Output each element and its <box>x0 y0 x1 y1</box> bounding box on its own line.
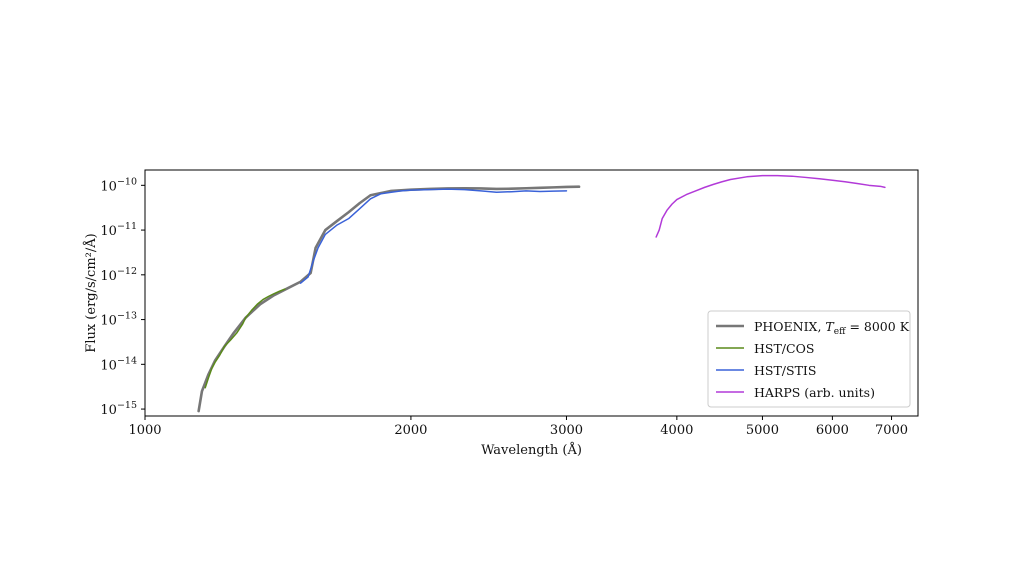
legend: PHOENIX, Teff = 8000 K HST/COS HST/STIS HAR… <box>707 310 911 408</box>
y-tick-label: 10−14 <box>100 355 137 373</box>
legend-label-prefix: PHOENIX, <box>754 319 825 334</box>
legend-label-suffix: = 8000 K <box>845 319 909 334</box>
y-tick-label: 10−10 <box>100 176 137 194</box>
legend-label: HST/STIS <box>754 363 816 378</box>
y-tick-mantissa: 10 <box>100 179 117 194</box>
y-tick-exponent: −10 <box>117 176 137 187</box>
y-tick-exponent: −14 <box>117 355 137 366</box>
series-line-harps-arb-units <box>655 174 886 238</box>
y-tick-label: 10−11 <box>100 221 137 239</box>
y-tick-label: 10−15 <box>100 400 137 418</box>
legend-label-sub: eff <box>834 327 846 337</box>
y-tick-label: 10−12 <box>100 266 137 284</box>
series-group <box>197 174 886 413</box>
y-tick-exponent: −12 <box>117 266 137 277</box>
series-line-phoenix-t-eff-8000-k <box>197 185 581 413</box>
series-line-hst-stis <box>299 188 568 284</box>
x-tick-label: 1000 <box>128 423 161 438</box>
legend-label-var: T <box>825 319 835 334</box>
series-line-hst-cos <box>204 288 286 389</box>
y-tick-mantissa: 10 <box>100 224 117 239</box>
y-tick-label: 10−13 <box>100 311 137 329</box>
y-axis-label: Flux (erg/s/cm²/Å) <box>83 233 99 352</box>
x-tick-label: 5000 <box>746 423 779 438</box>
y-tick-mantissa: 10 <box>100 403 117 418</box>
x-axis-label: Wavelength (Å) <box>481 442 582 458</box>
y-tick-mantissa: 10 <box>100 314 117 329</box>
y-tick-mantissa: 10 <box>100 269 117 284</box>
x-tick-label: 7000 <box>875 423 908 438</box>
y-tick-mantissa: 10 <box>100 358 117 373</box>
y-tick-exponent: −15 <box>117 400 137 411</box>
y-tick-exponent: −13 <box>117 311 137 322</box>
x-tick-label: 4000 <box>660 423 693 438</box>
legend-label: PHOENIX, Teff = 8000 K <box>754 319 910 337</box>
x-tick-label: 3000 <box>550 423 583 438</box>
axes-frame <box>144 169 919 417</box>
y-tick-exponent: −11 <box>117 221 137 232</box>
x-tick-label: 2000 <box>394 423 427 438</box>
legend-label: HARPS (arb. units) <box>754 385 875 400</box>
x-tick-label: 6000 <box>816 423 849 438</box>
legend-box <box>707 310 911 408</box>
legend-label: HST/COS <box>754 341 814 356</box>
